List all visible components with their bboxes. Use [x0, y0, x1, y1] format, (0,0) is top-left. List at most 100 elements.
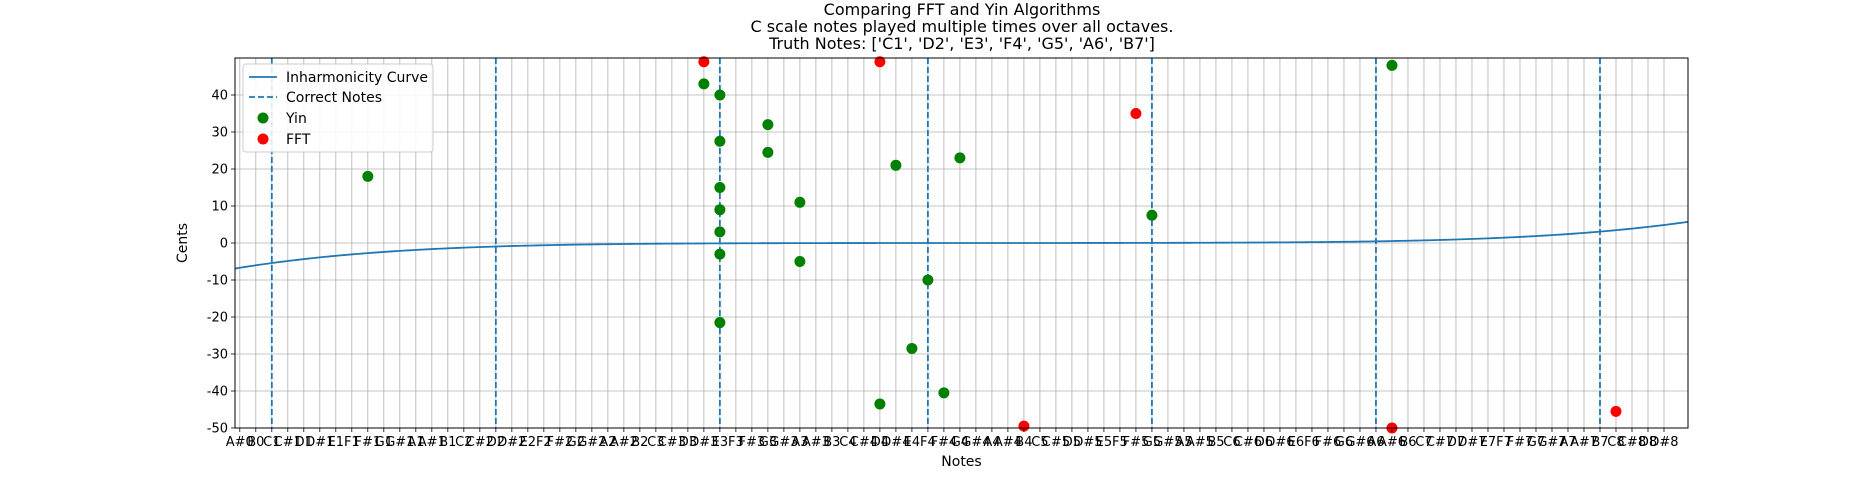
chart-title-line-2: C scale notes played multiple times over…: [751, 17, 1174, 36]
legend-label-correct-notes: Correct Notes: [286, 90, 382, 106]
x-tick-label: C#5: [1042, 435, 1070, 450]
x-tick-label: E1: [328, 435, 345, 450]
x-tick-label: D#4: [881, 435, 910, 450]
x-tick-label: A#6: [1378, 435, 1406, 450]
y-axis: -50 -40 -30 -20 -10 0 10 20 30 40: [207, 89, 235, 437]
y-axis-label: Cents: [175, 223, 191, 263]
x-tick-label: A5: [1175, 435, 1192, 450]
point-yin: [362, 170, 374, 182]
x-tick-label: G3: [759, 435, 777, 450]
x-tick-label: G#7: [1537, 435, 1566, 450]
legend-swatch-fft: [257, 133, 269, 145]
point-yin: [1386, 59, 1398, 71]
x-tick-label: C1: [263, 435, 280, 450]
x-tick-label: G2: [567, 435, 585, 450]
x-tick-label: A#2: [610, 435, 638, 450]
x-tick-label: D#3: [689, 435, 718, 450]
inharmonicity-curve: [234, 220, 1689, 270]
x-tick-label: G6: [1335, 435, 1353, 450]
x-tick-label: C8: [1607, 435, 1624, 450]
y-tick-label: -40: [207, 385, 228, 400]
y-tick-label: 0: [220, 237, 228, 252]
x-tick-label: A#1: [418, 435, 446, 450]
point-yin: [1146, 209, 1158, 221]
x-tick-label: D8: [1639, 435, 1657, 450]
x-tick-label: D#8: [1649, 435, 1678, 450]
point-fft: [1130, 108, 1142, 119]
point-yin: [762, 119, 774, 131]
x-tick-label: C6: [1223, 435, 1240, 450]
x-tick-label: G#6: [1345, 435, 1374, 450]
x-tick-label: A4: [983, 435, 1000, 450]
x-tick-label: C7: [1415, 435, 1432, 450]
point-yin: [906, 342, 918, 354]
x-tick-label: D7: [1447, 435, 1465, 450]
point-yin: [714, 226, 726, 238]
x-tick-label: A3: [791, 435, 808, 450]
x-tick-label: B6: [1399, 435, 1416, 450]
x-tick-label: G#1: [385, 435, 414, 450]
x-tick-label: F1: [344, 435, 360, 450]
x-tick-label: C#8: [1618, 435, 1646, 450]
point-yin: [714, 317, 726, 329]
x-tick-label: D1: [295, 435, 313, 450]
point-yin: [890, 159, 902, 171]
x-tick-label: E5: [1096, 435, 1113, 450]
x-tick-label: A#7: [1570, 435, 1598, 450]
x-tick-label: B3: [823, 435, 840, 450]
x-tick-label: F#4: [931, 435, 958, 450]
y-tick-label: -20: [207, 311, 228, 326]
y-tick-label: 30: [211, 126, 228, 141]
point-yin: [714, 182, 726, 193]
y-tick-label: 20: [211, 163, 228, 178]
x-tick-label: F6: [1304, 435, 1320, 450]
x-tick-label: A#5: [1186, 435, 1214, 450]
chart-title-line-3: Truth Notes: ['C1', 'D2', 'E3', 'F4', 'G…: [768, 34, 1155, 53]
x-tick-label: D#2: [497, 435, 526, 450]
x-tick-label: A1: [407, 435, 424, 450]
x-tick-label: D#1: [305, 435, 334, 450]
x-tick-label: G#3: [769, 435, 798, 450]
x-tick-label: B5: [1207, 435, 1224, 450]
point-yin: [698, 78, 710, 90]
x-tick-label: D5: [1063, 435, 1081, 450]
x-tick-label: C3: [647, 435, 664, 450]
x-tick-label: C4: [839, 435, 856, 450]
legend-swatch-yin: [257, 112, 269, 124]
point-yin: [794, 196, 806, 208]
point-yin: [922, 274, 934, 286]
x-tick-label: B0: [247, 435, 264, 450]
point-yin: [874, 398, 886, 410]
point-yin: [714, 248, 726, 260]
point-yin: [938, 387, 950, 399]
x-tick-label: F#7: [1507, 435, 1534, 450]
x-tick-label: F5: [1112, 435, 1128, 450]
x-tick-label: A#3: [802, 435, 830, 450]
x-tick-label: D#6: [1265, 435, 1294, 450]
x-tick-label: F3: [728, 435, 744, 450]
x-tick-label: C#1: [274, 435, 302, 450]
point-yin: [762, 146, 774, 158]
x-tick-label: D6: [1255, 435, 1273, 450]
legend: Inharmonicity Curve Correct Notes Yin FF…: [242, 63, 434, 153]
x-tick-label: A6: [1367, 435, 1384, 450]
x-tick-label: F7: [1496, 435, 1512, 450]
x-tick-label: E4: [904, 435, 921, 450]
x-tick-label: C2: [455, 435, 472, 450]
y-tick-label: 10: [211, 200, 228, 215]
x-tick-label: A7: [1559, 435, 1576, 450]
y-tick-label: 40: [211, 89, 228, 104]
x-axis-label: Notes: [941, 454, 981, 470]
point-fft: [1610, 405, 1622, 417]
x-tick-label: B1: [439, 435, 456, 450]
legend-label-yin: Yin: [285, 111, 307, 127]
x-tick-label: C#3: [658, 435, 686, 450]
point-fft: [698, 56, 710, 68]
x-tick-label: C#4: [850, 435, 878, 450]
x-tick-label: G7: [1527, 435, 1545, 450]
point-fft: [1018, 420, 1030, 432]
point-yin: [714, 89, 726, 101]
x-tick-label: B7: [1591, 435, 1608, 450]
point-yin: [714, 135, 726, 147]
